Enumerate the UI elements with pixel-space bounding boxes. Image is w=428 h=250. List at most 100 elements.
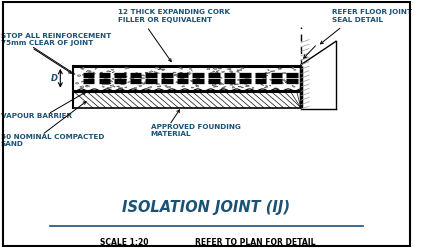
Polygon shape (229, 68, 231, 69)
Polygon shape (178, 79, 180, 80)
Polygon shape (273, 82, 276, 83)
Polygon shape (118, 83, 121, 84)
Polygon shape (123, 79, 127, 80)
Polygon shape (247, 85, 250, 86)
Polygon shape (187, 72, 191, 74)
Text: APPROVED FOUNDING
MATERIAL: APPROVED FOUNDING MATERIAL (151, 124, 241, 137)
Polygon shape (240, 68, 244, 69)
Polygon shape (220, 84, 224, 85)
Polygon shape (155, 76, 157, 77)
Polygon shape (264, 82, 266, 83)
Polygon shape (116, 75, 119, 76)
Polygon shape (196, 85, 199, 86)
Polygon shape (211, 80, 213, 81)
Polygon shape (149, 71, 153, 72)
Polygon shape (200, 82, 202, 84)
Text: STOP ALL REINFORCEMENT
75mm CLEAR OF JOINT: STOP ALL REINFORCEMENT 75mm CLEAR OF JOI… (1, 33, 111, 46)
Polygon shape (196, 78, 200, 80)
Polygon shape (118, 87, 123, 89)
Polygon shape (166, 83, 168, 84)
Polygon shape (155, 73, 160, 74)
Text: 50 NOMINAL COMPACTED
SAND: 50 NOMINAL COMPACTED SAND (1, 134, 104, 147)
Polygon shape (188, 74, 190, 75)
Polygon shape (166, 74, 169, 75)
Polygon shape (115, 75, 117, 76)
Polygon shape (264, 72, 268, 74)
Polygon shape (268, 72, 270, 73)
Polygon shape (229, 71, 232, 72)
Polygon shape (184, 83, 185, 84)
Polygon shape (136, 72, 138, 74)
Polygon shape (163, 78, 165, 79)
Polygon shape (139, 85, 142, 87)
Polygon shape (102, 86, 104, 87)
Polygon shape (217, 81, 220, 82)
Polygon shape (141, 78, 145, 79)
Polygon shape (191, 80, 194, 82)
Polygon shape (77, 75, 80, 76)
Polygon shape (264, 86, 268, 88)
Polygon shape (234, 84, 239, 85)
Polygon shape (105, 83, 108, 85)
Polygon shape (242, 82, 247, 84)
Polygon shape (107, 82, 111, 84)
Polygon shape (216, 81, 217, 82)
Polygon shape (274, 88, 276, 89)
Polygon shape (237, 70, 242, 71)
Polygon shape (238, 86, 241, 87)
Polygon shape (111, 69, 114, 70)
Polygon shape (190, 68, 192, 70)
Polygon shape (92, 78, 94, 80)
Polygon shape (179, 68, 183, 69)
Polygon shape (75, 82, 79, 84)
Polygon shape (89, 71, 92, 73)
Polygon shape (270, 79, 273, 80)
Polygon shape (273, 83, 275, 84)
Polygon shape (244, 78, 249, 79)
Polygon shape (104, 77, 108, 78)
Polygon shape (278, 68, 282, 69)
Polygon shape (209, 83, 212, 84)
Polygon shape (182, 76, 184, 77)
Polygon shape (113, 86, 115, 87)
Polygon shape (139, 76, 142, 77)
Polygon shape (151, 81, 154, 82)
Polygon shape (95, 68, 97, 70)
Polygon shape (192, 80, 194, 82)
Polygon shape (212, 85, 214, 86)
Polygon shape (141, 82, 145, 84)
Polygon shape (292, 86, 295, 87)
Polygon shape (273, 80, 278, 82)
Polygon shape (289, 73, 291, 74)
Polygon shape (218, 68, 222, 69)
Polygon shape (215, 72, 218, 74)
Polygon shape (114, 74, 116, 76)
Polygon shape (223, 86, 226, 88)
Polygon shape (285, 81, 287, 82)
Polygon shape (164, 76, 167, 77)
Polygon shape (120, 82, 122, 84)
Polygon shape (153, 75, 156, 76)
Polygon shape (167, 86, 171, 88)
Polygon shape (207, 68, 210, 70)
Polygon shape (184, 77, 186, 78)
Polygon shape (130, 77, 134, 79)
Polygon shape (162, 69, 165, 70)
Polygon shape (125, 68, 128, 69)
Polygon shape (239, 79, 244, 81)
Polygon shape (232, 86, 235, 88)
Polygon shape (241, 87, 244, 88)
Polygon shape (213, 68, 217, 70)
Polygon shape (291, 75, 295, 76)
Polygon shape (157, 86, 161, 87)
Polygon shape (190, 80, 194, 81)
Polygon shape (199, 80, 203, 81)
Polygon shape (196, 78, 200, 79)
Text: D: D (51, 74, 58, 83)
Polygon shape (100, 72, 102, 73)
Polygon shape (102, 83, 105, 85)
Polygon shape (82, 81, 83, 82)
Polygon shape (180, 72, 182, 73)
Polygon shape (208, 81, 209, 82)
Polygon shape (246, 80, 247, 81)
